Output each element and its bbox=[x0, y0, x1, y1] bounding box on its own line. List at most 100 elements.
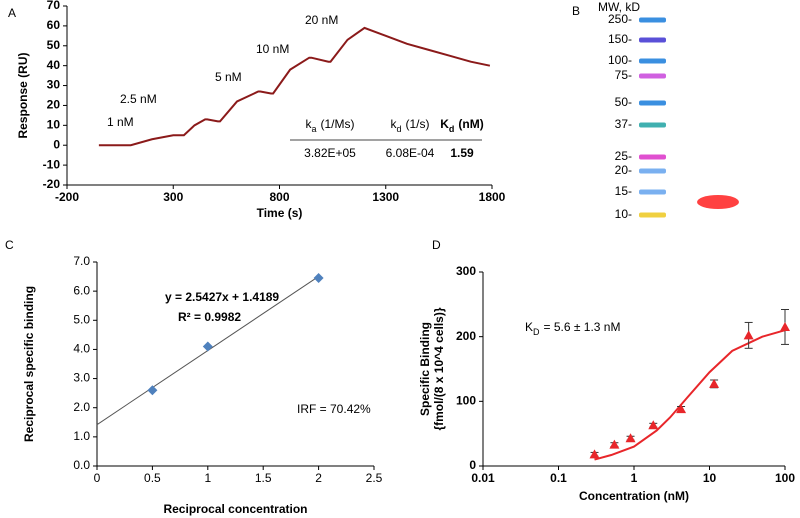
y-tick-label: 1.0 bbox=[73, 429, 90, 443]
data-point bbox=[743, 330, 754, 340]
ladder-band bbox=[639, 37, 666, 43]
marker-label: 15- bbox=[615, 184, 632, 198]
y-axis-label: {fmol/(8 x 10^4 cells)} bbox=[432, 307, 446, 430]
ladder-band bbox=[639, 122, 666, 128]
data-point bbox=[313, 273, 324, 284]
x-axis-label: Time (s) bbox=[257, 206, 303, 220]
x-tick-label: 300 bbox=[163, 190, 183, 204]
x-tick-label: 1 bbox=[631, 471, 638, 485]
table-header: kd (1/s) bbox=[390, 117, 429, 134]
data-line bbox=[98, 26, 491, 147]
y-tick-label: 0 bbox=[469, 458, 476, 472]
data-point bbox=[676, 404, 687, 414]
marker-label: 50- bbox=[615, 95, 632, 109]
table-header-part: (1/s) bbox=[406, 117, 430, 131]
panel-label: D bbox=[432, 238, 441, 252]
x-tick-label: -200 bbox=[55, 190, 79, 204]
panel-label: A bbox=[8, 6, 16, 20]
x-tick-label: 1300 bbox=[372, 190, 399, 204]
table-header-part: k bbox=[305, 117, 312, 131]
x-axis-label: Reciprocal concentration bbox=[163, 502, 307, 516]
y-tick-label: 70 bbox=[47, 0, 61, 12]
table-cell: 1.59 bbox=[450, 146, 474, 160]
annotation-part: = 5.6 ± 1.3 nM bbox=[544, 320, 621, 334]
table-header-part: a bbox=[311, 124, 316, 134]
annotation: 1 nM bbox=[107, 115, 134, 129]
ladder-band bbox=[639, 73, 666, 79]
table-cell: 6.08E-04 bbox=[386, 146, 435, 160]
ladder-band bbox=[639, 189, 666, 195]
x-tick-label: 10 bbox=[703, 471, 717, 485]
data-point bbox=[709, 378, 720, 388]
annotation: 10 nM bbox=[256, 42, 289, 56]
x-tick-label: 800 bbox=[269, 190, 289, 204]
y-axis-label: Specific Binding bbox=[418, 322, 432, 416]
table-header-part: K bbox=[440, 117, 449, 131]
panel-label: C bbox=[5, 238, 14, 252]
x-tick-label: 2 bbox=[315, 471, 322, 485]
y-tick-label: 300 bbox=[456, 264, 476, 278]
y-tick-label: 20 bbox=[47, 98, 61, 112]
fit-curve bbox=[594, 329, 786, 461]
y-tick-label: 0.0 bbox=[73, 458, 90, 472]
table-header: Kd (nM) bbox=[440, 117, 484, 134]
x-tick-label: 100 bbox=[775, 471, 795, 485]
annotation: 20 nM bbox=[305, 13, 338, 27]
ladder-band bbox=[639, 100, 666, 106]
ladder-band bbox=[639, 154, 666, 160]
annotation: 2.5 nM bbox=[120, 92, 157, 106]
table-header-part: k bbox=[390, 117, 397, 131]
annotation: y = 2.5427x + 1.4189 bbox=[165, 290, 279, 304]
x-tick-label: 2.5 bbox=[366, 471, 383, 485]
x-tick-label: 0.01 bbox=[471, 471, 495, 485]
panel-label: B bbox=[572, 4, 580, 18]
table-header-part: (nM) bbox=[458, 117, 483, 131]
x-tick-label: 0.5 bbox=[144, 471, 161, 485]
y-tick-label: 100 bbox=[456, 394, 476, 408]
y-tick-label: 3.0 bbox=[73, 371, 90, 385]
ladder-band bbox=[639, 212, 666, 218]
table-header-part: (1/Ms) bbox=[321, 117, 355, 131]
table-header-part: d bbox=[449, 124, 455, 134]
x-tick-label: 1.5 bbox=[255, 471, 272, 485]
marker-label: 75- bbox=[615, 68, 632, 82]
y-tick-label: 5.0 bbox=[73, 312, 90, 326]
y-tick-label: 200 bbox=[456, 329, 476, 343]
annotation: R² = 0.9982 bbox=[178, 310, 241, 324]
data-point bbox=[147, 385, 158, 396]
table-header-part: d bbox=[396, 124, 401, 134]
annotation-part: D bbox=[533, 327, 540, 337]
y-tick-label: 2.0 bbox=[73, 400, 90, 414]
y-tick-label: 50 bbox=[47, 38, 61, 52]
marker-label: 150- bbox=[608, 32, 632, 46]
data-point bbox=[609, 439, 620, 449]
y-tick-label: -10 bbox=[43, 157, 61, 171]
data-point bbox=[625, 433, 636, 443]
y-axis-label: Reciprocal specific binding bbox=[22, 286, 36, 442]
data-point bbox=[780, 321, 790, 331]
y-tick-label: 0 bbox=[53, 137, 60, 151]
x-tick-label: 1800 bbox=[479, 190, 506, 204]
ladder-band bbox=[639, 17, 666, 23]
ladder-band bbox=[639, 58, 666, 64]
marker-label: 10- bbox=[615, 207, 632, 221]
x-axis-label: Concentration (nM) bbox=[579, 489, 689, 503]
marker-label: 37- bbox=[615, 117, 632, 131]
annotation: 5 nM bbox=[215, 70, 242, 84]
y-axis-label: Response (RU) bbox=[16, 52, 30, 138]
y-tick-label: 10 bbox=[47, 118, 61, 132]
y-tick-label: 7.0 bbox=[73, 254, 90, 268]
gel-title: MW, kD bbox=[598, 0, 640, 14]
data-point bbox=[589, 449, 600, 459]
marker-label: 25- bbox=[615, 149, 632, 163]
gel-spot bbox=[697, 195, 739, 209]
annotation: KD = 5.6 ± 1.3 nM bbox=[525, 320, 620, 337]
x-tick-label: 1 bbox=[204, 471, 211, 485]
y-tick-label: 6.0 bbox=[73, 283, 90, 297]
y-tick-label: -20 bbox=[43, 177, 61, 191]
x-tick-label: 0 bbox=[94, 471, 101, 485]
annotation-part: K bbox=[525, 320, 533, 334]
y-tick-label: 60 bbox=[47, 18, 61, 32]
annotation: IRF = 70.42% bbox=[297, 402, 371, 416]
